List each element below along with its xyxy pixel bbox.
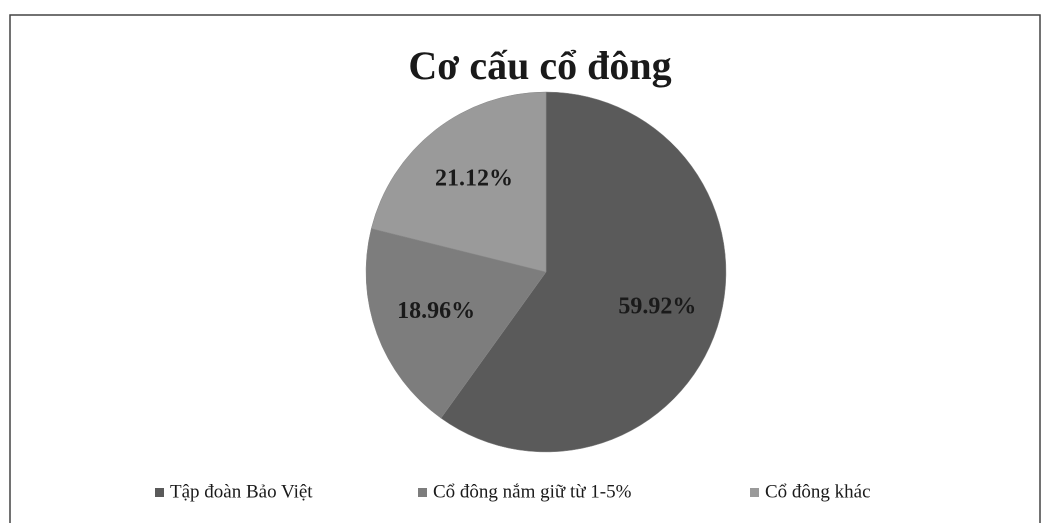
legend-label: Cổ đông khác (765, 481, 871, 502)
legend-label: Tập đoàn Bảo Việt (170, 481, 313, 502)
pie-slice (365, 228, 547, 419)
legend-swatch (750, 488, 759, 497)
legend-swatch (418, 488, 427, 497)
value-label: 21.12% (435, 165, 513, 191)
legend-label: Cổ đông nắm giữ từ 1-5% (433, 481, 632, 502)
legend-swatch (155, 488, 164, 497)
pie-slice (440, 91, 727, 453)
value-label: 59.92% (618, 293, 696, 319)
chart-title: Cơ cấu cổ đông (408, 43, 671, 88)
value-label: 18.96% (397, 298, 475, 324)
pie-slice (371, 91, 547, 273)
